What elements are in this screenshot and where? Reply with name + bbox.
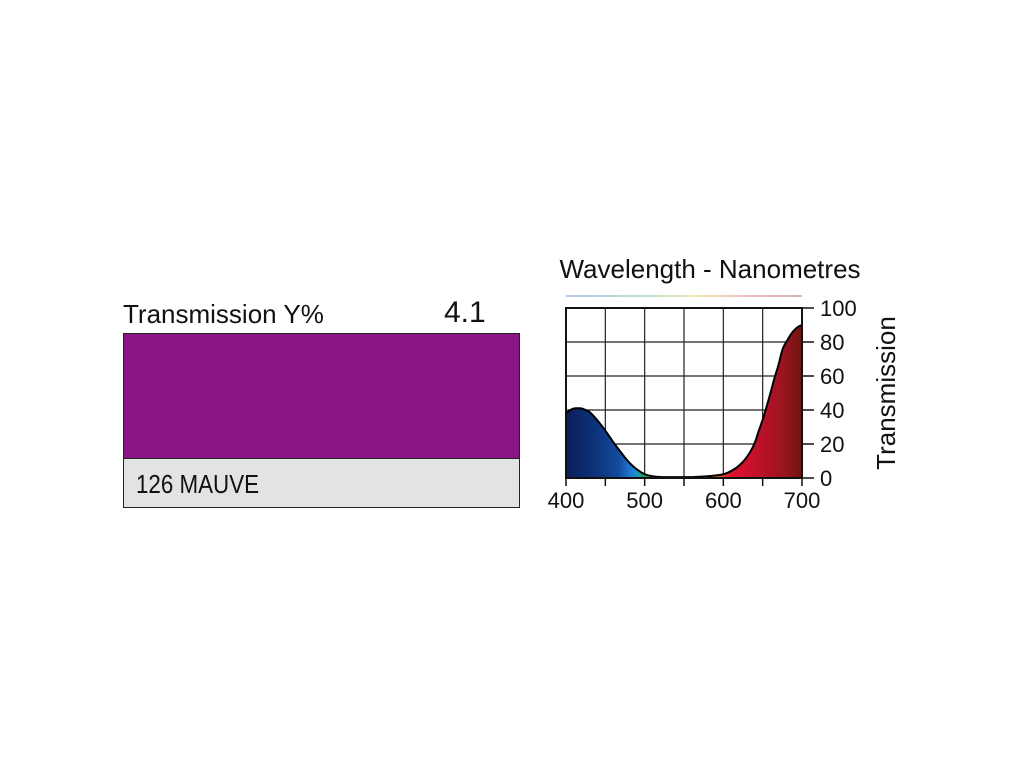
y-tick-label: 80 bbox=[820, 330, 844, 355]
transmission-value: 4.1 bbox=[444, 296, 486, 329]
y-tick-label: 40 bbox=[820, 398, 844, 423]
filter-swatch-panel: Transmission Y% 4.1 126 MAUVE bbox=[122, 294, 520, 510]
y-tick-label: 0 bbox=[820, 466, 832, 491]
spectrum-strip bbox=[566, 295, 802, 297]
y-tick-label: 100 bbox=[820, 296, 857, 321]
x-tick-label: 600 bbox=[705, 488, 742, 513]
transmission-label: Transmission Y% bbox=[123, 299, 324, 329]
x-tick-label: 700 bbox=[784, 488, 821, 513]
transmission-area bbox=[566, 325, 802, 478]
filter-name-box: 126 MAUVE bbox=[123, 458, 520, 508]
filter-color-swatch bbox=[123, 333, 520, 458]
transmission-chart: Wavelength - Nanometres 400 500 600 700 0 20… bbox=[548, 254, 901, 513]
chart-title: Wavelength - Nanometres bbox=[559, 254, 860, 284]
y-axis-label: Transmission bbox=[871, 316, 901, 470]
x-axis-ticks: 400 500 600 700 bbox=[548, 478, 821, 513]
x-tick-label: 500 bbox=[626, 488, 663, 513]
y-tick-label: 20 bbox=[820, 432, 844, 457]
y-axis-ticks: 0 20 40 60 80 100 bbox=[802, 296, 857, 491]
y-tick-label: 60 bbox=[820, 364, 844, 389]
filter-name: 126 MAUVE bbox=[136, 469, 260, 499]
x-tick-label: 400 bbox=[548, 488, 585, 513]
